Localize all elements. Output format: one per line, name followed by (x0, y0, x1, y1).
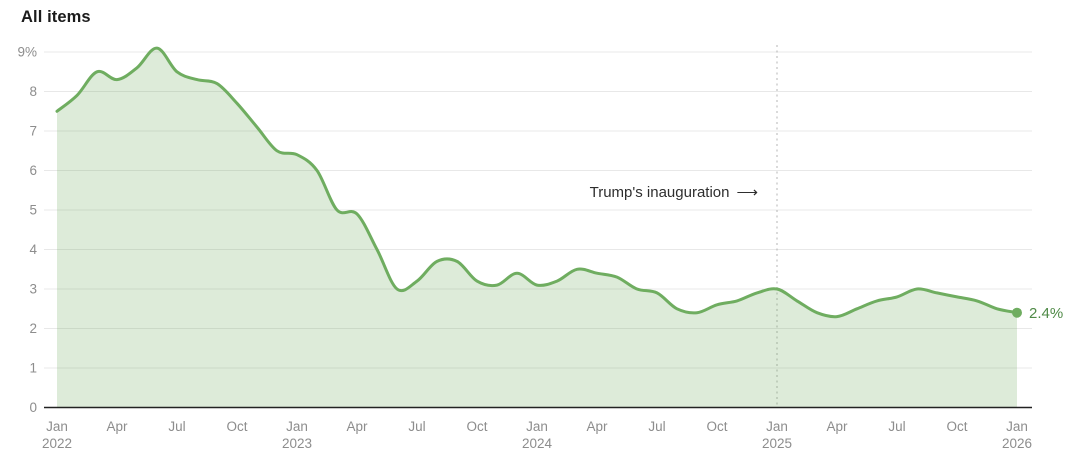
x-axis-year-label: 2024 (522, 436, 553, 451)
series-line (55, 46, 1019, 319)
x-axis-label: Apr (106, 419, 128, 434)
x-axis-label: Apr (346, 419, 368, 434)
y-axis-label: 9% (17, 45, 37, 60)
x-axis-label: Oct (946, 419, 967, 434)
y-axis-label: 7 (29, 124, 37, 139)
x-axis-label: Apr (826, 419, 848, 434)
x-axis-label: Jan (526, 419, 548, 434)
x-axis-label: Jan (766, 419, 788, 434)
x-axis-label: Oct (466, 419, 487, 434)
x-axis-label: Oct (226, 419, 247, 434)
y-axis-label: 8 (29, 84, 37, 99)
y-axis-label: 1 (29, 361, 37, 376)
x-axis-label: Oct (706, 419, 727, 434)
x-axis-year-label: 2023 (282, 436, 312, 451)
x-axis-label: Jan (46, 419, 68, 434)
x-axis-label: Jul (408, 419, 425, 434)
annotation-text: Trump's inauguration (589, 184, 730, 201)
y-axis-label: 5 (29, 203, 37, 218)
x-axis-label: Jan (286, 419, 308, 434)
latest-value-dot (1012, 307, 1022, 318)
x-axis-label: Jul (888, 419, 905, 434)
y-axis-label: 0 (29, 400, 37, 415)
x-axis-label: Jul (648, 419, 665, 434)
x-axis-label: Jan (1006, 419, 1028, 434)
y-axis-label: 6 (29, 163, 37, 178)
x-axis-year-label: 2026 (1002, 436, 1032, 451)
x-axis-label: Apr (586, 419, 608, 434)
latest-value-label: 2.4% (1029, 305, 1064, 322)
inauguration-annotation: Trump's inauguration ⟶ (590, 183, 758, 201)
right-arrow-icon: ⟶ (736, 184, 758, 201)
x-axis-label: Jul (168, 419, 185, 434)
y-axis-label: 3 (29, 282, 37, 297)
y-axis-label: 4 (29, 242, 37, 257)
chart-title: All items (21, 8, 91, 26)
y-axis-label: 2 (29, 321, 37, 336)
x-axis-year-label: 2025 (762, 436, 792, 451)
x-axis-year-label: 2022 (42, 436, 72, 451)
series-area-fill (57, 48, 1017, 408)
